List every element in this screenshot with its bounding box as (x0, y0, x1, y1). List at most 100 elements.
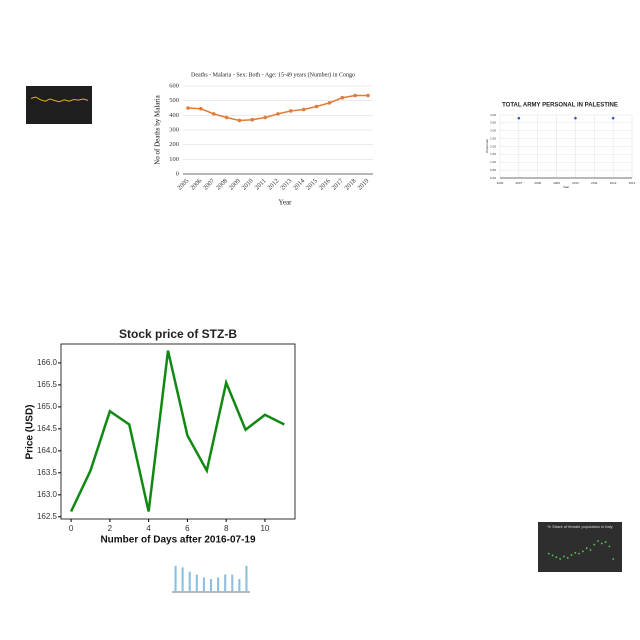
y-tick-label: 166.0 (37, 358, 58, 367)
point (570, 554, 573, 556)
y-tick-label: 3.00 (490, 129, 496, 133)
point (597, 540, 599, 542)
bar (202, 577, 205, 592)
point (301, 107, 306, 112)
bar (181, 567, 184, 592)
y-axis-label: No of Deaths by Malaria (154, 94, 162, 164)
x-tick-label: 8 (224, 524, 229, 533)
point (563, 555, 565, 558)
y-axis-label: Personnel (485, 139, 489, 153)
y-tick-label: 162.5 (37, 512, 58, 521)
x-axis-label: Year (279, 199, 293, 207)
point (314, 104, 319, 109)
point (600, 542, 603, 545)
x-tick-label: 2011 (254, 178, 268, 192)
y-tick-label: 164.0 (37, 446, 58, 455)
x-axis-label: Number of Days after 2016-07-19 (100, 535, 256, 546)
point (517, 116, 521, 120)
point (604, 541, 607, 543)
y-tick-label: 600 (169, 82, 179, 89)
point (608, 545, 611, 548)
y-tick-label: 165.0 (37, 402, 58, 411)
y-tick-label: 1.00 (490, 160, 496, 164)
point (589, 549, 592, 551)
line (187, 94, 368, 122)
point (199, 106, 203, 111)
x-tick-label: 2008 (215, 178, 229, 192)
point (585, 547, 588, 550)
x-tick-label: 2 (108, 524, 113, 533)
line (30, 96, 89, 103)
x-tick-label: 2014 (292, 177, 307, 192)
chart-title: Deaths - Malaria - Sex: Both - Age: 15-4… (191, 71, 355, 78)
x-tick-label: 2006 (189, 177, 204, 192)
point (566, 557, 569, 559)
chart-title: TOTAL ARMY PERSONAL IN PALESTINE (502, 103, 618, 109)
y-tick-label: 3.50 (490, 121, 496, 125)
y-tick-label: 0.00 (490, 176, 496, 180)
y-tick-label: 200 (169, 141, 179, 148)
point (578, 552, 581, 555)
bar (209, 578, 213, 592)
point (574, 116, 577, 120)
point (612, 558, 615, 560)
x-tick-label: 2017 (331, 177, 346, 192)
y-tick-label: 163.5 (37, 468, 58, 477)
thumbnail-background (26, 86, 92, 124)
thumbnail-background (538, 522, 622, 572)
y-tick-label: 165.5 (37, 380, 58, 389)
x-tick-label: 10 (260, 524, 269, 533)
bar (224, 574, 227, 592)
bar (217, 577, 220, 592)
x-tick-label: 6 (185, 524, 190, 533)
point (574, 551, 577, 554)
x-tick-label: 2005 (176, 178, 190, 192)
point (547, 552, 550, 555)
x-tick-label: 2009 (228, 178, 242, 192)
y-tick-label: 0.50 (490, 168, 496, 172)
bar (188, 571, 191, 592)
x-tick-label: 2006 (497, 181, 504, 185)
bar (238, 578, 241, 592)
point (559, 558, 562, 560)
y-tick-label: 163.0 (37, 490, 58, 499)
x-tick-label: 4 (146, 524, 151, 533)
bar (174, 565, 177, 592)
point (593, 543, 596, 546)
point (366, 93, 370, 98)
y-tick-label: 2.50 (490, 136, 496, 140)
x-tick-label: 2012 (610, 181, 617, 185)
point (581, 550, 584, 553)
x-tick-label: 2011 (591, 181, 598, 185)
x-tick-label: 2009 (553, 181, 560, 185)
x-tick-label: 2007 (202, 177, 217, 192)
point (224, 115, 229, 120)
x-tick-label: 2018 (343, 178, 357, 192)
y-tick-label: 500 (169, 97, 179, 104)
point (211, 112, 216, 116)
chart-title: Stock price of STZ-B (119, 327, 237, 341)
point (289, 109, 293, 113)
y-axis-label: Price (USD) (25, 404, 36, 459)
thumbnail-background (165, 555, 252, 610)
x-tick-label: 2007 (516, 181, 523, 185)
y-tick-label: 100 (169, 156, 179, 163)
y-tick-label: 164.5 (37, 424, 58, 433)
point (353, 93, 357, 98)
y-tick-label: 2.00 (490, 144, 496, 148)
chart-title: % Share of female population in Italy (547, 524, 612, 529)
x-tick-label: 2008 (534, 181, 541, 185)
point (327, 101, 332, 105)
point (186, 106, 190, 110)
point (340, 95, 345, 100)
x-tick-label: 2010 (572, 181, 579, 185)
point (551, 554, 554, 557)
point (555, 556, 558, 559)
y-tick-label: 400 (169, 112, 179, 119)
point (263, 115, 267, 120)
x-tick-label: 2015 (305, 178, 319, 192)
bar (245, 565, 248, 592)
x-tick-label: 2013 (279, 178, 293, 192)
line (69, 350, 285, 513)
